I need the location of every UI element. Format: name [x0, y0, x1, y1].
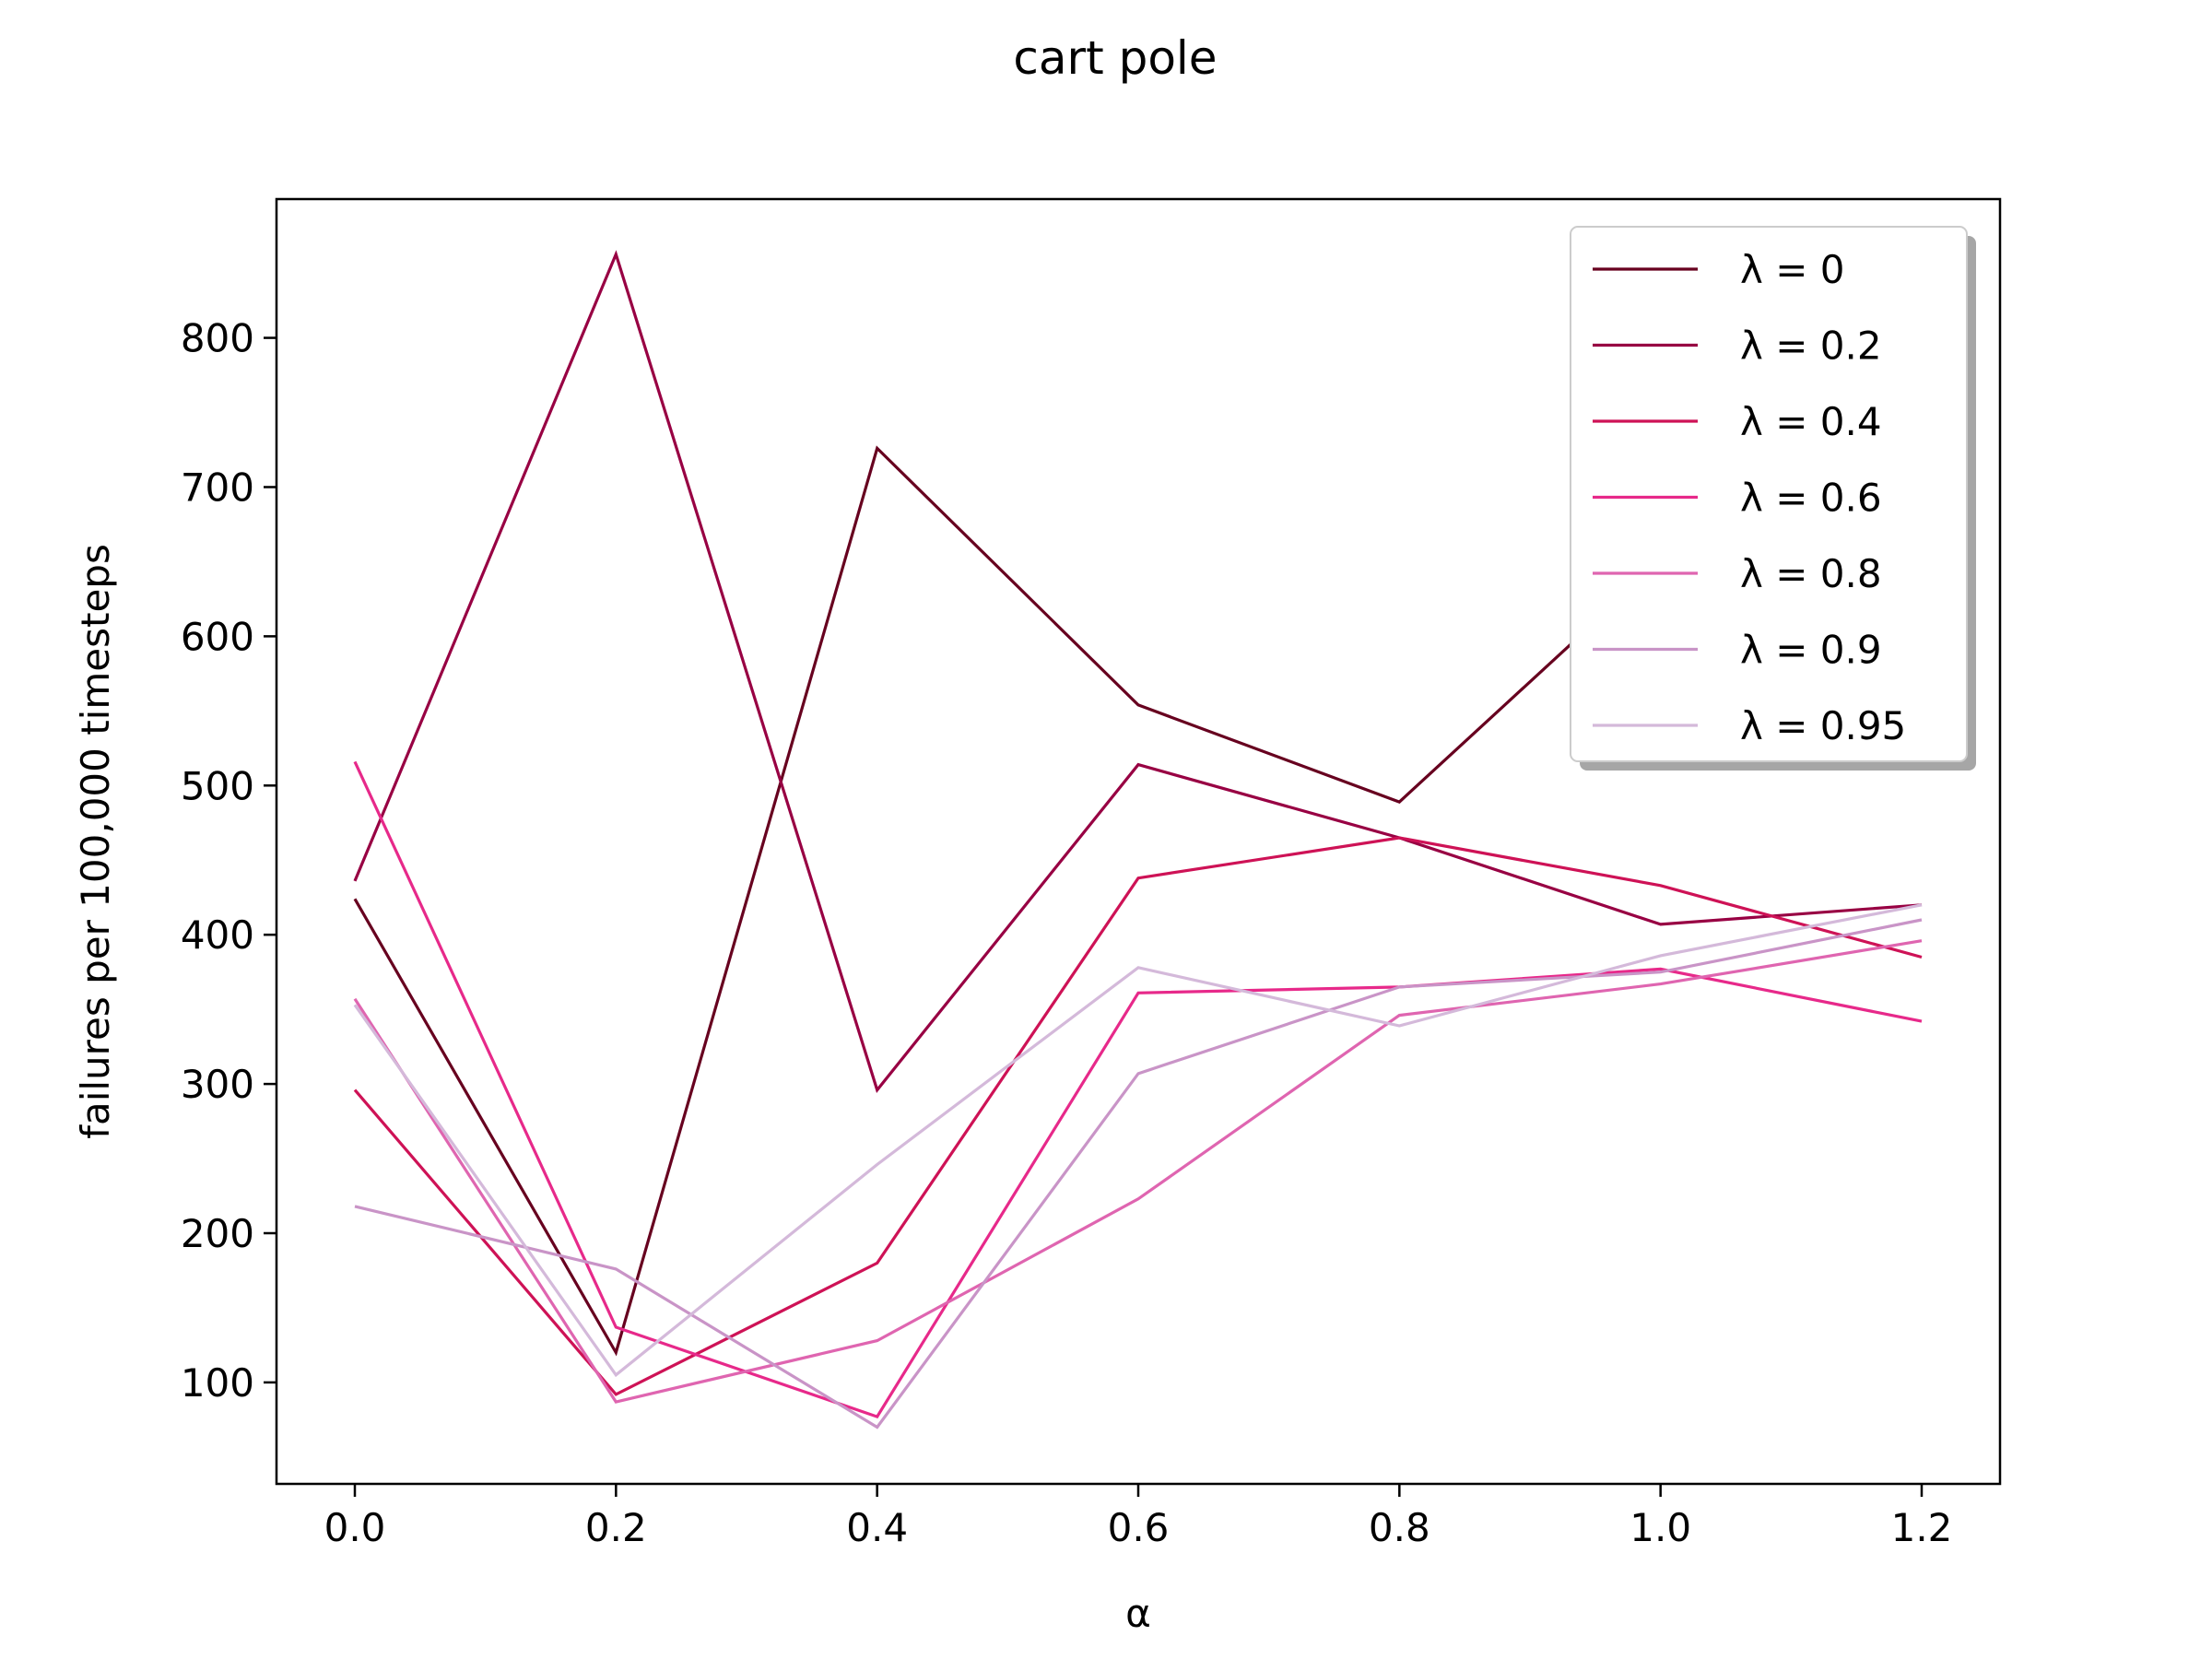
y-tick-label-1: 200	[181, 1211, 254, 1256]
x-tick-label-2: 0.4	[846, 1505, 908, 1550]
series-line-6	[353, 903, 1923, 1378]
x-tick-label-3: 0.6	[1108, 1505, 1170, 1550]
y-tick-label-0: 100	[181, 1360, 254, 1406]
y-tick-label-2: 300	[181, 1062, 254, 1107]
y-tick-label-6: 700	[181, 465, 254, 510]
x-axis-ticks: 0.0 0.2 0.4 0.6 0.8 1.0 1.2	[324, 1484, 1953, 1550]
series-line-4	[353, 939, 1923, 1404]
series-line-1	[353, 250, 1923, 1093]
series-line-5	[354, 918, 1923, 1430]
x-tick-label-4: 0.8	[1369, 1505, 1430, 1550]
y-tick-label-5: 600	[181, 614, 254, 659]
chart-title: cart pole	[1013, 31, 1217, 85]
y-axis-ticks: 100 200 300 400 500 600 700 800	[181, 316, 276, 1406]
legend-label-0: λ = 0	[1740, 247, 1844, 292]
legend-box	[1570, 226, 1968, 762]
legend-label-3: λ = 0.6	[1740, 476, 1882, 521]
legend: λ = 0 λ = 0.2 λ = 0.4 λ = 0.6 λ = 0.8 λ = 0.9…	[1570, 226, 1976, 771]
series-line-2	[353, 836, 1923, 1396]
x-tick-label-0: 0.0	[324, 1505, 386, 1550]
legend-label-2: λ = 0.4	[1740, 399, 1882, 444]
y-tick-label-3: 400	[181, 912, 254, 958]
legend-label-5: λ = 0.9	[1740, 628, 1882, 673]
y-axis-label: failures per 100,000 timesteps	[73, 544, 118, 1139]
legend-label-4: λ = 0.8	[1740, 551, 1882, 596]
legend-items: λ = 0 λ = 0.2 λ = 0.4 λ = 0.6 λ = 0.8 λ = 0.9…	[1593, 247, 1906, 748]
series-line-3	[353, 760, 1923, 1419]
x-tick-label-1: 0.2	[585, 1505, 647, 1550]
x-tick-label-5: 1.0	[1630, 1505, 1691, 1550]
legend-label-6: λ = 0.95	[1740, 703, 1906, 748]
series-lines	[353, 250, 1923, 1430]
legend-label-1: λ = 0.2	[1740, 324, 1882, 369]
y-tick-label-4: 500	[181, 763, 254, 808]
x-tick-label-6: 1.2	[1891, 1505, 1953, 1550]
y-tick-label-7: 800	[181, 316, 254, 361]
x-axis-label: α	[1125, 1591, 1151, 1636]
